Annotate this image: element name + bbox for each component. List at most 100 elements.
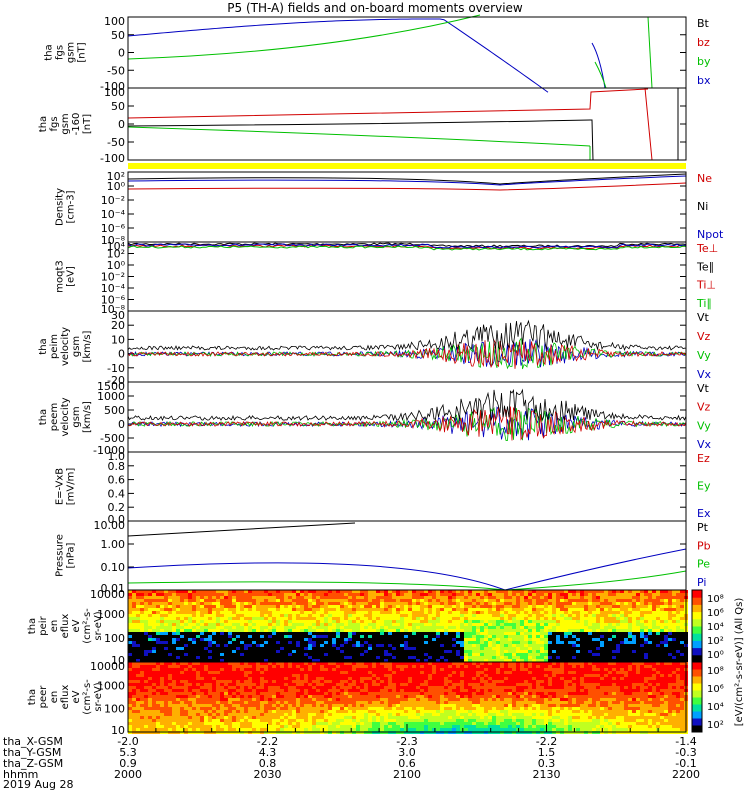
heatmap-cell bbox=[140, 593, 144, 596]
heatmap-cell bbox=[360, 644, 364, 647]
heatmap-cell bbox=[320, 599, 324, 602]
heatmap-cell bbox=[272, 638, 276, 641]
heatmap-cell bbox=[256, 617, 260, 620]
heatmap-cell bbox=[196, 668, 200, 671]
heatmap-cell bbox=[204, 704, 208, 707]
heatmap-cell bbox=[308, 722, 312, 725]
heatmap-cell bbox=[168, 635, 172, 638]
heatmap-cell bbox=[604, 626, 608, 629]
heatmap-cell bbox=[364, 638, 368, 641]
heatmap-cell bbox=[180, 671, 184, 674]
heatmap-cell bbox=[540, 638, 544, 641]
heatmap-cell bbox=[616, 599, 620, 602]
heatmap-cell bbox=[668, 608, 672, 611]
heatmap-cell bbox=[576, 602, 580, 605]
heatmap-cell bbox=[664, 608, 668, 611]
heatmap-cell bbox=[232, 728, 236, 731]
heatmap-cell bbox=[640, 614, 644, 617]
heatmap-cell bbox=[676, 647, 680, 650]
heatmap-cell bbox=[196, 698, 200, 701]
heatmap-cell bbox=[312, 647, 316, 650]
heatmap-cell bbox=[476, 656, 480, 659]
heatmap-cell bbox=[332, 674, 336, 677]
heatmap-cell bbox=[356, 614, 360, 617]
ylabel-line: [km/s] bbox=[82, 330, 93, 362]
heatmap-cell bbox=[552, 635, 556, 638]
heatmap-cell bbox=[420, 593, 424, 596]
heatmap-cell bbox=[628, 620, 632, 623]
heatmap-cell bbox=[544, 596, 548, 599]
heatmap-cell bbox=[588, 614, 592, 617]
heatmap-cell bbox=[316, 710, 320, 713]
heatmap-cell bbox=[312, 686, 316, 689]
heatmap-cell bbox=[152, 629, 156, 632]
heatmap-cell bbox=[168, 689, 172, 692]
heatmap-cell bbox=[184, 635, 188, 638]
heatmap-cell bbox=[292, 653, 296, 656]
heatmap-cell bbox=[208, 686, 212, 689]
heatmap-cell bbox=[180, 710, 184, 713]
heatmap-cell bbox=[432, 620, 436, 623]
heatmap-cell bbox=[128, 677, 132, 680]
heatmap-cell bbox=[520, 608, 524, 611]
heatmap-cell bbox=[184, 623, 188, 626]
heatmap-cell bbox=[460, 650, 464, 653]
heatmap-cell bbox=[200, 632, 204, 635]
heatmap-cell bbox=[540, 596, 544, 599]
heatmap-cell bbox=[640, 611, 644, 614]
ytick-label: 0.4 bbox=[108, 487, 126, 500]
heatmap-cell bbox=[340, 599, 344, 602]
heatmap-cell bbox=[208, 644, 212, 647]
heatmap-cell bbox=[316, 695, 320, 698]
heatmap-cell bbox=[244, 611, 248, 614]
heatmap-cell bbox=[476, 635, 480, 638]
heatmap-cell bbox=[216, 713, 220, 716]
heatmap-cell bbox=[436, 614, 440, 617]
heatmap-cell bbox=[384, 617, 388, 620]
heatmap-cell bbox=[444, 602, 448, 605]
heatmap-cell bbox=[240, 647, 244, 650]
heatmap-cell bbox=[376, 626, 380, 629]
heatmap-cell bbox=[260, 725, 264, 728]
heatmap-cell bbox=[480, 629, 484, 632]
heatmap-cell bbox=[612, 623, 616, 626]
heatmap-cell bbox=[616, 653, 620, 656]
heatmap-cell bbox=[212, 707, 216, 710]
heatmap-cell bbox=[152, 701, 156, 704]
heatmap-cell bbox=[288, 695, 292, 698]
heatmap-cell bbox=[592, 599, 596, 602]
heatmap-cell bbox=[560, 626, 564, 629]
heatmap-cell bbox=[460, 602, 464, 605]
heatmap-cell bbox=[284, 671, 288, 674]
heatmap-cell bbox=[308, 641, 312, 644]
heatmap-cell bbox=[328, 593, 332, 596]
heatmap-cell bbox=[500, 614, 504, 617]
heatmap-cell bbox=[644, 653, 648, 656]
heatmap-cell bbox=[380, 644, 384, 647]
heatmap-cell bbox=[288, 608, 292, 611]
heatmap-cell bbox=[624, 647, 628, 650]
heatmap-cell bbox=[592, 608, 596, 611]
heatmap-cell bbox=[384, 647, 388, 650]
heatmap-cell bbox=[272, 644, 276, 647]
heatmap-cell bbox=[188, 626, 192, 629]
heatmap-cell bbox=[260, 728, 264, 731]
heatmap-cell bbox=[340, 623, 344, 626]
heatmap-cell bbox=[240, 701, 244, 704]
heatmap-cell bbox=[240, 683, 244, 686]
heatmap-cell bbox=[160, 719, 164, 722]
heatmap-cell bbox=[396, 641, 400, 644]
heatmap-cell bbox=[244, 716, 248, 719]
heatmap-cell bbox=[668, 593, 672, 596]
heatmap-cell bbox=[168, 656, 172, 659]
heatmap-cell bbox=[400, 653, 404, 656]
heatmap-cell bbox=[540, 629, 544, 632]
heatmap-cell bbox=[508, 617, 512, 620]
heatmap-cell bbox=[224, 665, 228, 668]
heatmap-cell bbox=[292, 695, 296, 698]
ylabel-line: [nT] bbox=[77, 42, 88, 62]
heatmap-cell bbox=[164, 704, 168, 707]
heatmap-cell bbox=[140, 686, 144, 689]
heatmap-cell bbox=[284, 620, 288, 623]
ylabel-line: peim bbox=[49, 334, 60, 359]
